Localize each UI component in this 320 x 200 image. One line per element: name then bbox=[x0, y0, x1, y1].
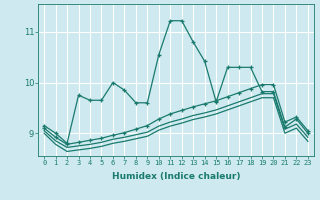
X-axis label: Humidex (Indice chaleur): Humidex (Indice chaleur) bbox=[112, 172, 240, 181]
